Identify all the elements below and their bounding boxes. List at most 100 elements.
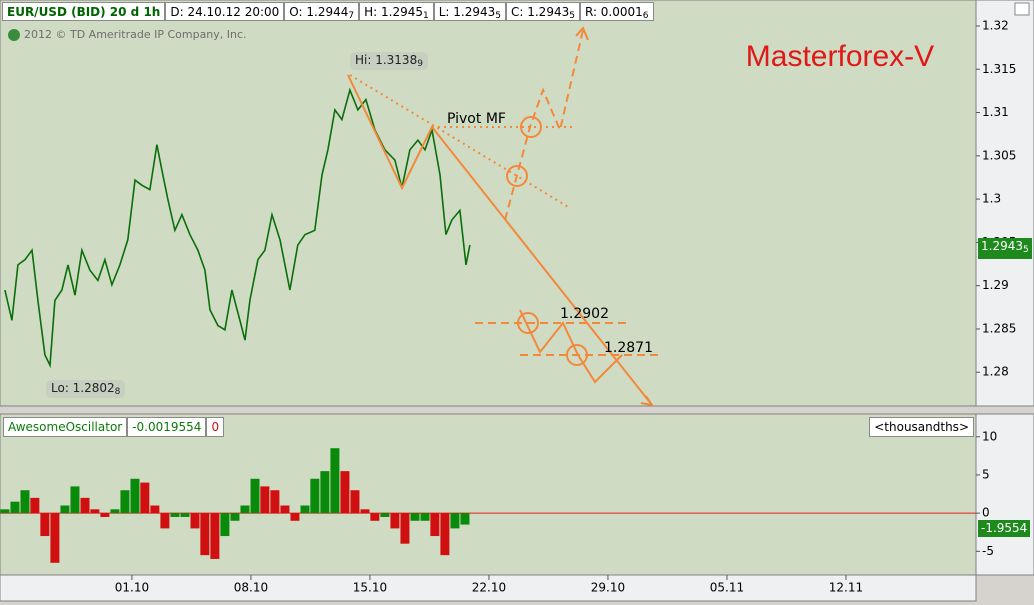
y-tick-label: 1.31 [982, 105, 1009, 119]
y-tick-label: 0 [982, 506, 990, 520]
osc-bar [210, 513, 220, 559]
osc-value: -0.0019554 [127, 417, 207, 437]
osc-bar [300, 505, 310, 514]
hi-text: Hi: 1.3138 [355, 53, 418, 67]
copyright: 2012 © TD Ameritrade IP Company, Inc. [8, 28, 247, 41]
field: H: 1.29451 [359, 2, 434, 21]
y-tick-label: 1.315 [982, 62, 1016, 76]
osc-bar [230, 513, 240, 521]
osc-bar [270, 490, 280, 514]
osc-bar [390, 513, 400, 529]
osc-last-tag: -1.9554 [978, 520, 1031, 537]
dotted-line [349, 74, 571, 209]
time-axis-area [0, 574, 977, 602]
symbol: EUR/USD (BID) 20 d 1h [2, 2, 166, 21]
osc-bar [200, 513, 210, 556]
osc-bar [160, 513, 170, 529]
y-tick-label: 1.28 [982, 365, 1009, 379]
osc-bar [100, 513, 110, 517]
osc-bar [130, 478, 140, 514]
y-tick-label: 1.29 [982, 278, 1009, 292]
annotation: Pivot MF [447, 111, 506, 127]
y-tick-label: 5 [982, 467, 990, 481]
arrow-head [640, 395, 655, 407]
target-circle [566, 344, 588, 366]
copyright-text: 2012 © TD Ameritrade IP Company, Inc. [24, 28, 247, 41]
dashed-projection [504, 29, 584, 221]
logo [8, 28, 20, 41]
osc-bar [360, 509, 370, 514]
y-tick-label: 1.3 [982, 192, 1001, 206]
osc-bar [450, 513, 460, 529]
osc-bar [60, 505, 70, 514]
price-plot [0, 0, 977, 407]
osc-bar [0, 509, 10, 514]
osc-bar [290, 513, 300, 521]
osc-bar [220, 513, 230, 537]
x-tick-label: 05.11 [710, 581, 744, 595]
field-sub: 5 [569, 11, 575, 21]
osc-bar [170, 513, 180, 517]
field-text: L: 1.2943 [438, 5, 496, 19]
price-line [4, 87, 471, 369]
unit-label: <thousandths> [869, 417, 974, 437]
osc-bar [460, 513, 470, 525]
target-circle [520, 116, 542, 138]
y-tick-label: -5 [982, 544, 994, 558]
field-text: D: 24.10.12 20:00 [170, 5, 280, 19]
arrow-head [575, 26, 589, 41]
last-price-tag: 1.29435 [978, 238, 1032, 259]
field-sub: 1 [423, 11, 429, 21]
osc-bar [40, 513, 50, 537]
header: EUR/USD (BID) 20 d 1h D: 24.10.12 20:00 … [2, 2, 654, 21]
panel-icon[interactable] [1014, 2, 1030, 16]
x-tick-label: 01.10 [115, 581, 149, 595]
osc-bar [380, 513, 390, 517]
field-text: C: 1.2943 [511, 5, 570, 19]
lo-text: Lo: 1.2802 [51, 381, 115, 395]
osc-bar [180, 513, 190, 517]
field: D: 24.10.12 20:00 [165, 2, 285, 21]
osc-bar [320, 471, 330, 514]
osc-bar [440, 513, 450, 556]
field: L: 1.29435 [433, 2, 506, 21]
osc-bar [410, 513, 420, 521]
osc-bar [30, 497, 40, 514]
field: R: 0.00016 [579, 2, 654, 21]
field-text: O: 1.2944 [289, 5, 349, 19]
target-circle [506, 165, 528, 187]
osc-bar [250, 478, 260, 514]
lo-label: Lo: 1.28028 [46, 380, 126, 398]
osc-bar [420, 513, 430, 521]
osc-bar [140, 482, 150, 514]
last-price-sub: 5 [1023, 245, 1029, 255]
target-circle [517, 312, 539, 334]
osc-title: AwesomeOscillator [3, 417, 128, 437]
trend-line [347, 74, 653, 406]
osc-bar [310, 478, 320, 514]
osc-header: AwesomeOscillator -0.0019554 0 [3, 417, 225, 437]
osc-bar [20, 490, 30, 514]
osc-bar [430, 513, 440, 537]
field-text: R: 0.0001 [584, 5, 643, 19]
field: O: 1.29447 [284, 2, 360, 21]
field-text: H: 1.2945 [364, 5, 423, 19]
annotation: 1.2902 [560, 306, 609, 322]
osc-bar [350, 490, 360, 514]
osc-bar [330, 448, 340, 514]
field-sub: 7 [348, 11, 355, 21]
y-tick-label: 1.32 [982, 18, 1009, 32]
osc-bar [110, 509, 120, 514]
osc-bar [260, 486, 270, 514]
osc-bar [70, 486, 80, 514]
chart-title: Masterforex-V [746, 40, 934, 73]
zigzag [519, 309, 623, 384]
y-tick-label: 1.305 [982, 148, 1016, 162]
annotation: 1.2871 [604, 340, 653, 356]
field-sub: 6 [642, 11, 649, 21]
analysis-drawings [347, 26, 660, 407]
x-tick-label: 22.10 [472, 581, 506, 595]
osc-bar [120, 490, 130, 514]
